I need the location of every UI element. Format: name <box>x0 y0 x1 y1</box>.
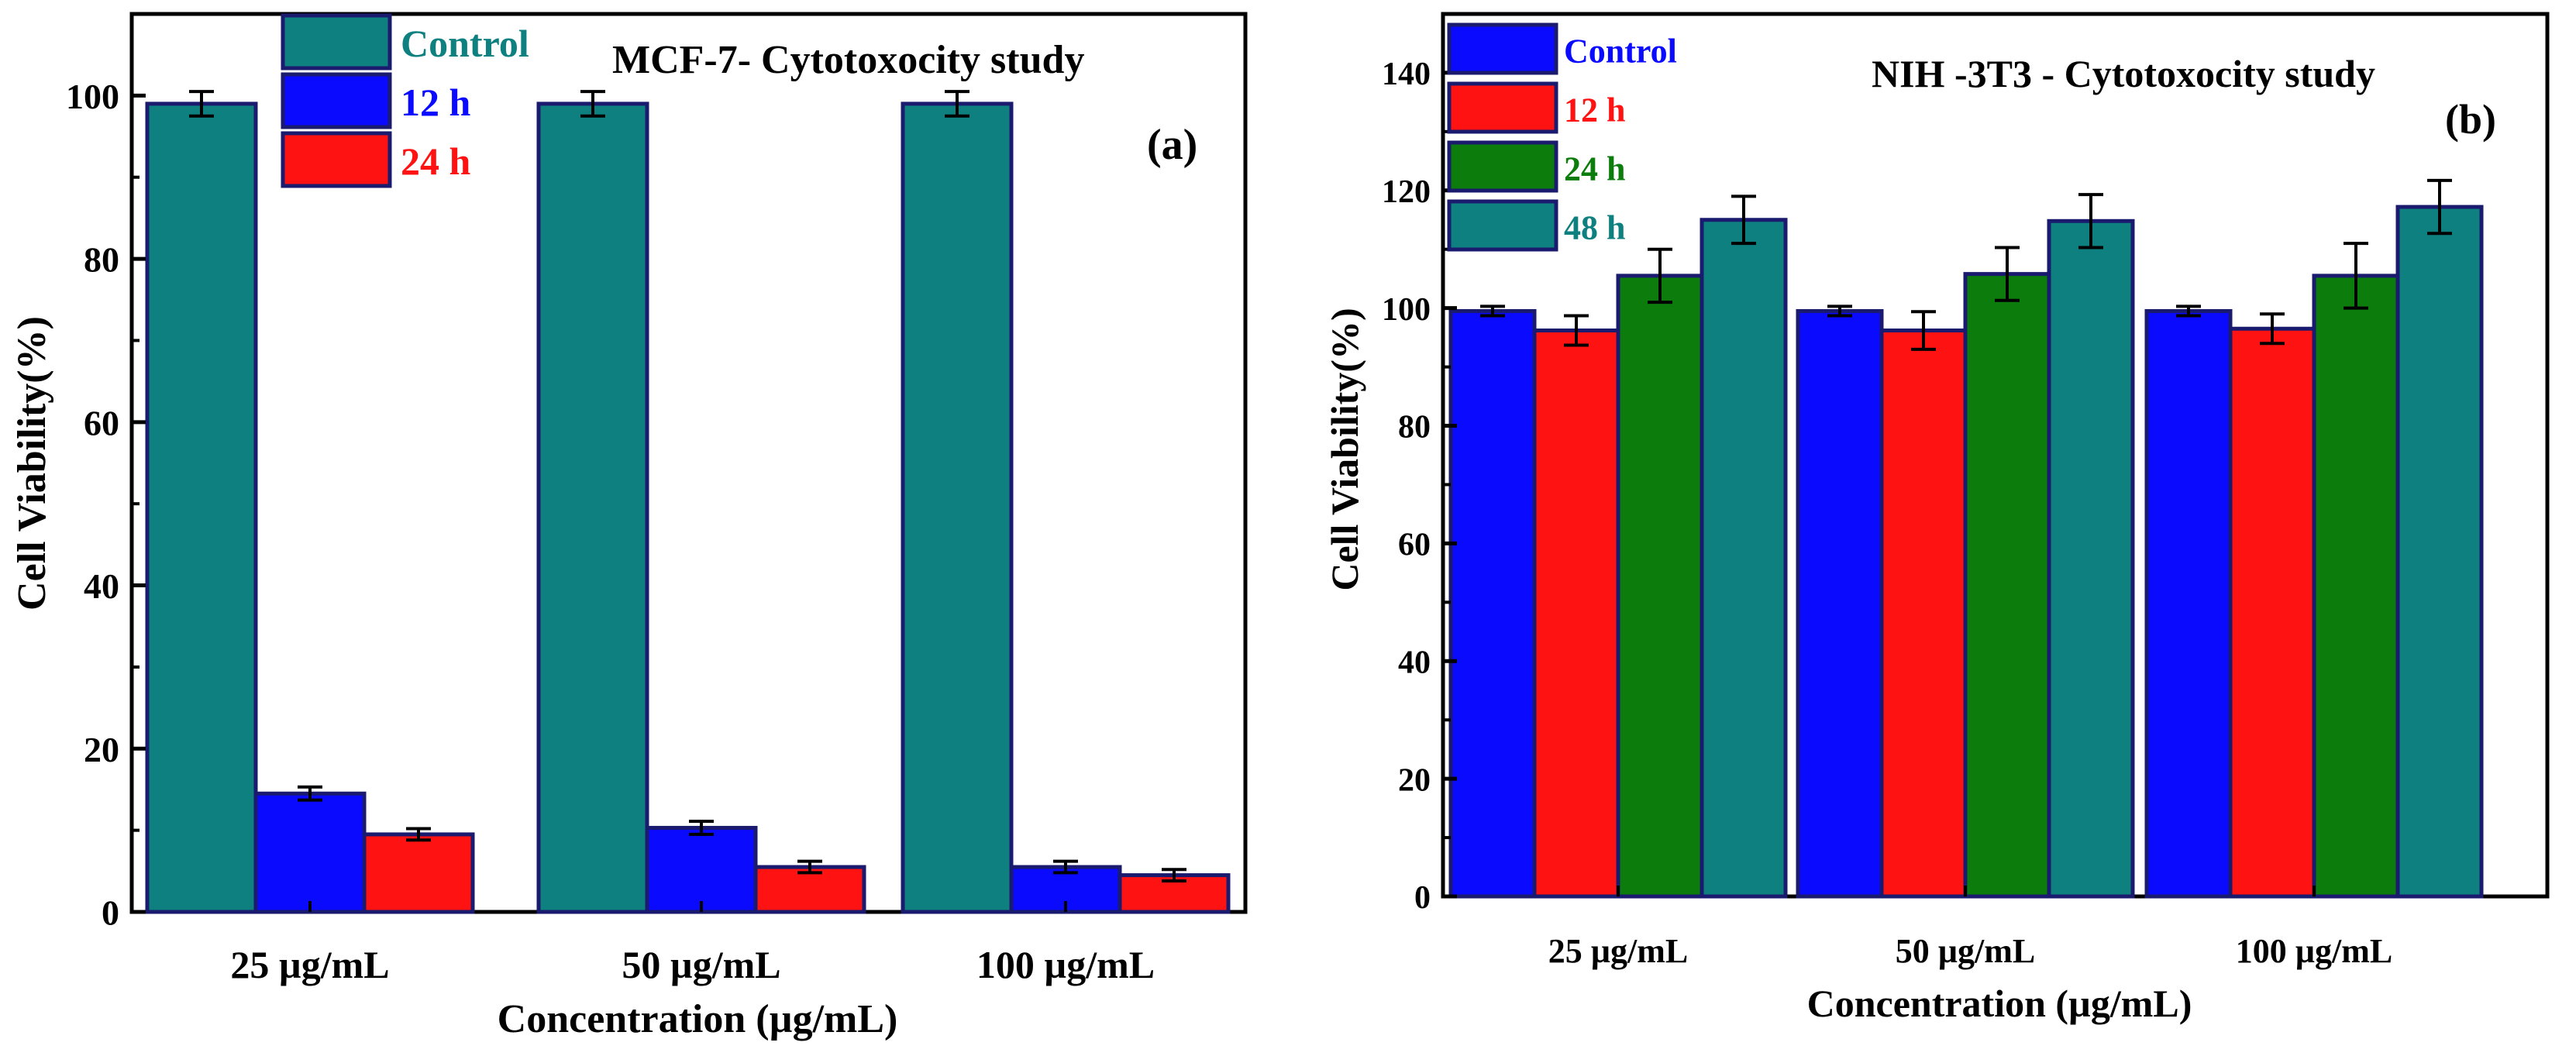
x-tick-label: 25 µg/mL <box>1548 932 1689 970</box>
panel-label: (a) <box>1147 121 1197 169</box>
y-axis-label: Cell Viability(%) <box>1323 308 1366 590</box>
bar <box>1448 308 1537 899</box>
legend-swatch <box>1447 22 1558 75</box>
y-tick-label: 80 <box>84 240 119 280</box>
bar <box>2047 218 2135 899</box>
bar <box>1879 329 1968 899</box>
legend-swatch <box>1447 81 1558 134</box>
bar <box>253 791 367 914</box>
legend-swatch <box>281 131 392 188</box>
bar <box>2144 308 2233 899</box>
legend-label: 24 h <box>401 139 471 183</box>
y-tick-label: 100 <box>66 77 119 116</box>
legend-label: Control <box>401 22 529 65</box>
chart-title: NIH -3T3 - Cytotoxocity study <box>1872 52 2375 95</box>
y-axis-label: Cell Viability(%) <box>10 316 54 611</box>
x-axis-label: Concentration (µg/mL) <box>1807 982 2192 1025</box>
bar <box>2395 205 2484 899</box>
y-tick-label: 60 <box>1398 528 1431 563</box>
bar <box>1700 218 1788 899</box>
bar <box>1796 308 1884 899</box>
bar <box>1532 329 1620 899</box>
x-tick-label: 100 µg/mL <box>2236 932 2393 970</box>
legend-label: 12 h <box>1564 91 1625 129</box>
y-tick-label: 80 <box>1398 410 1431 445</box>
y-tick-label: 40 <box>1398 645 1431 680</box>
y-tick-label: 60 <box>84 403 119 442</box>
x-axis-label: Concentration (µg/mL) <box>498 997 898 1041</box>
bar <box>536 101 649 914</box>
bar <box>1616 273 1704 899</box>
legend-swatch <box>1447 199 1558 252</box>
y-tick-label: 140 <box>1382 57 1431 92</box>
y-tick-label: 0 <box>102 893 119 933</box>
legend-swatch <box>1447 140 1558 193</box>
legend-swatch <box>281 72 392 129</box>
legend-label: 12 h <box>401 81 471 124</box>
bar <box>1963 272 2051 899</box>
bar <box>2312 273 2400 899</box>
panel-label: (b) <box>2445 96 2496 143</box>
y-tick-label: 20 <box>1398 762 1431 798</box>
y-tick-label: 20 <box>84 730 119 769</box>
y-tick-label: 120 <box>1382 174 1431 210</box>
y-tick-label: 100 <box>1382 292 1431 328</box>
x-tick-label: 50 µg/mL <box>622 943 780 986</box>
bar <box>362 832 475 914</box>
x-tick-label: 50 µg/mL <box>1896 932 2036 970</box>
chart-title: MCF-7- Cytotoxocity study <box>612 38 1084 82</box>
y-tick-label: 40 <box>84 566 119 606</box>
x-tick-label: 25 µg/mL <box>230 943 389 986</box>
legend-label: 24 h <box>1564 150 1625 187</box>
bar <box>901 101 1014 914</box>
y-tick-label: 0 <box>1414 880 1431 916</box>
legend-swatch <box>281 13 392 71</box>
legend-label: 48 h <box>1564 208 1625 246</box>
legend-label: Control <box>1564 32 1677 70</box>
bar <box>145 101 258 914</box>
x-tick-label: 100 µg/mL <box>976 943 1155 986</box>
bar <box>645 825 758 914</box>
bar <box>2228 326 2316 899</box>
